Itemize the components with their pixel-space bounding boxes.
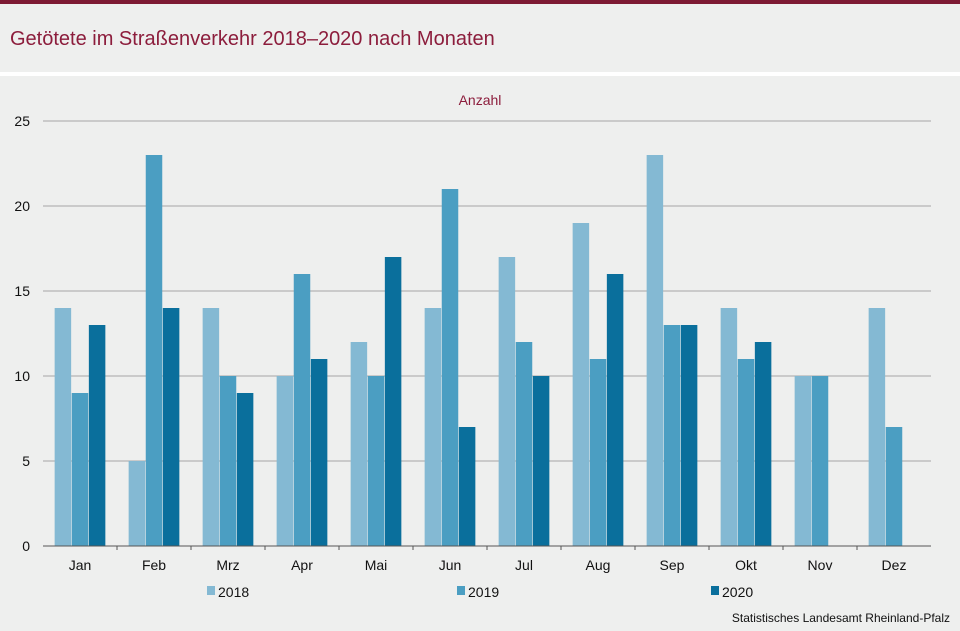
bar	[293, 274, 311, 546]
bar	[276, 376, 294, 546]
legend-label: 2019	[468, 584, 499, 600]
bar	[202, 308, 220, 546]
bar	[424, 308, 442, 546]
x-tick-label: Jan	[69, 557, 92, 573]
top-accent-bar	[0, 0, 960, 4]
chart-title: Getötete im Straßenverkehr 2018–2020 nac…	[10, 28, 495, 50]
bar	[310, 359, 328, 546]
bar	[663, 325, 681, 546]
legend-swatch	[207, 586, 215, 595]
bar	[515, 342, 533, 546]
y-tick-label: 15	[14, 283, 30, 299]
bar	[720, 308, 738, 546]
x-tick-label: Mrz	[216, 557, 239, 573]
x-tick-label: Dez	[882, 557, 907, 573]
x-tick-label: Apr	[291, 557, 313, 573]
x-tick-label: Sep	[660, 557, 685, 573]
y-tick-label: 20	[14, 198, 30, 214]
bar	[885, 427, 903, 546]
bar	[128, 461, 146, 546]
legend-label: 2018	[218, 584, 249, 600]
bar	[350, 342, 368, 546]
y-tick-label: 5	[22, 453, 30, 469]
bar	[458, 427, 476, 546]
bar	[54, 308, 72, 546]
bar	[145, 155, 163, 546]
bar	[589, 359, 607, 546]
legend-swatch	[711, 586, 719, 595]
bar	[737, 359, 755, 546]
x-tick-label: Okt	[735, 557, 757, 573]
x-tick-label: Jul	[515, 557, 533, 573]
bar	[88, 325, 106, 546]
legend-label: 2020	[722, 584, 753, 600]
bar	[71, 393, 89, 546]
bar	[646, 155, 664, 546]
bar	[236, 393, 254, 546]
y-tick-label: 10	[14, 368, 30, 384]
bar	[532, 376, 550, 546]
bar	[367, 376, 385, 546]
x-tick-label: Aug	[586, 557, 611, 573]
bar	[441, 189, 459, 546]
bar	[162, 308, 180, 546]
bar	[811, 376, 829, 546]
legend-swatch	[457, 586, 465, 595]
y-tick-label: 0	[22, 538, 30, 554]
source-note: Statistisches Landesamt Rheinland-Pfalz	[731, 611, 950, 625]
y-axis-label: Anzahl	[459, 92, 502, 108]
x-tick-label: Nov	[808, 557, 833, 573]
bar	[680, 325, 698, 546]
header-divider	[0, 72, 960, 76]
x-tick-label: Mai	[365, 557, 388, 573]
x-tick-label: Jun	[439, 557, 462, 573]
bar	[794, 376, 812, 546]
bar	[606, 274, 624, 546]
bar	[498, 257, 516, 546]
y-tick-label: 25	[14, 113, 30, 129]
bar	[572, 223, 590, 546]
bar	[868, 308, 886, 546]
x-tick-label: Feb	[142, 557, 166, 573]
bar	[219, 376, 237, 546]
bar	[384, 257, 402, 546]
bar	[754, 342, 772, 546]
